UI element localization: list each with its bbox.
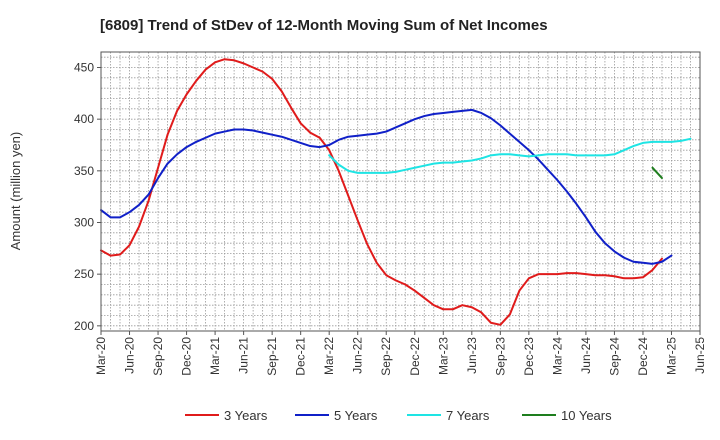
- series-lines: [100, 58, 692, 326]
- x-ticks: Mar-20 Jun-20 Sep-20 Dec-20 Mar-21 Jun-21 Sep-…: [94, 331, 707, 376]
- x-tick-label: Jun-24: [579, 337, 593, 374]
- y-tick-label: 200: [74, 319, 94, 333]
- x-tick-label: Sep-24: [607, 337, 621, 376]
- y-ticks: 200 250 300 350 400 450: [74, 61, 101, 333]
- y-axis-label: Amount (million yen): [8, 132, 23, 251]
- legend-label: 10 Years: [561, 408, 612, 423]
- grid: [100, 52, 701, 331]
- x-tick-label: Sep-22: [379, 337, 393, 376]
- x-tick-label: Dec-21: [294, 337, 308, 376]
- x-tick-label: Dec-23: [522, 337, 536, 376]
- x-tick-label: Dec-22: [408, 337, 422, 376]
- plot-frame: [100, 51, 701, 332]
- x-tick-label: Dec-24: [636, 337, 650, 376]
- x-tick-label: Sep-23: [493, 337, 507, 376]
- series-line-3-years: [100, 58, 663, 326]
- legend: 3 Years 5 Years 7 Years 10 Years: [185, 408, 612, 423]
- series-line-7-years: [328, 137, 692, 174]
- y-tick-label: 300: [74, 216, 94, 230]
- legend-label: 3 Years: [224, 408, 268, 423]
- legend-label: 7 Years: [446, 408, 490, 423]
- y-tick-label: 250: [74, 267, 94, 281]
- x-tick-label: Dec-20: [180, 337, 194, 376]
- series-line-10-years: [651, 166, 663, 180]
- series-line-5-years: [100, 108, 673, 265]
- x-tick-label: Jun-25: [693, 337, 707, 374]
- x-tick-label: Mar-24: [550, 337, 564, 375]
- x-tick-label: Jun-23: [465, 337, 479, 374]
- x-tick-label: Sep-20: [151, 337, 165, 376]
- x-tick-label: Mar-22: [322, 337, 336, 375]
- x-tick-label: Jun-21: [237, 337, 251, 374]
- y-tick-label: 350: [74, 164, 94, 178]
- y-tick-label: 400: [74, 112, 94, 126]
- x-tick-label: Sep-21: [265, 337, 279, 376]
- x-tick-label: Jun-22: [351, 337, 365, 374]
- y-tick-label: 450: [74, 61, 94, 75]
- legend-label: 5 Years: [334, 408, 378, 423]
- x-tick-label: Mar-25: [664, 337, 678, 375]
- x-tick-label: Mar-21: [208, 337, 222, 375]
- x-tick-label: Mar-23: [436, 337, 450, 375]
- x-tick-label: Mar-20: [94, 337, 108, 375]
- chart-title: [6809] Trend of StDev of 12-Month Moving…: [100, 17, 548, 34]
- x-tick-label: Jun-20: [123, 337, 137, 374]
